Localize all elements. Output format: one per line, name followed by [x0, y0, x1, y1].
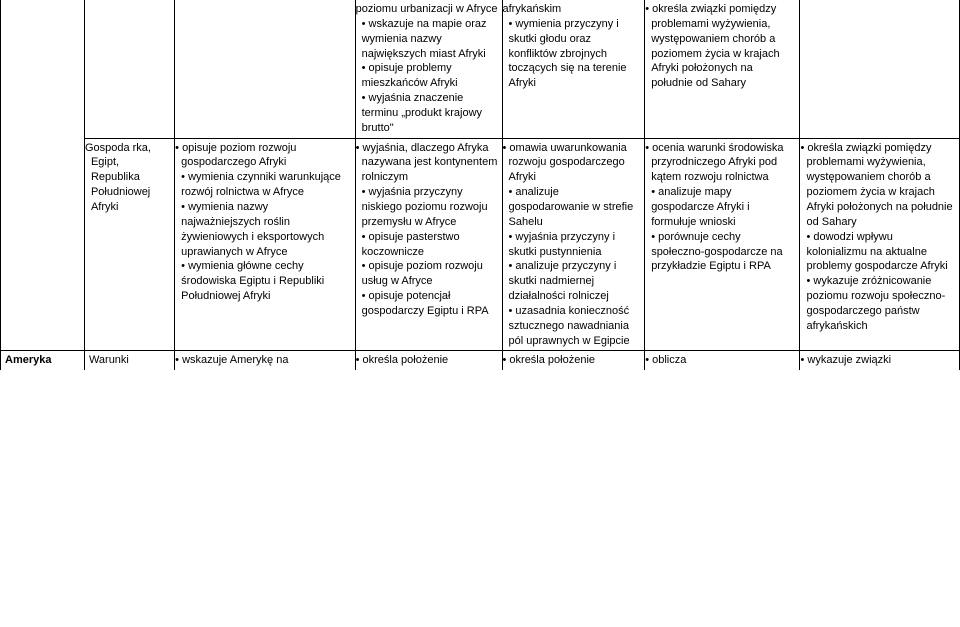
- cell-r3c1: Ameryka: [1, 351, 85, 370]
- cell-r2c3: • opisuje poziom rozwoju gospodarczego A…: [175, 138, 355, 351]
- cell-r1c7: [800, 0, 960, 138]
- cell-r2c5: • omawia uwarunkowania rozwoju gospodarc…: [502, 138, 645, 351]
- cell-r2c1: [1, 138, 85, 351]
- cell-r3c3: • wskazuje Amerykę na: [175, 351, 355, 370]
- cell-r3c4: • określa położenie: [355, 351, 502, 370]
- table-row: poziomu urbanizacji w Afryce• wskazuje n…: [1, 0, 960, 138]
- cell-r3c7: • wykazuje związki: [800, 351, 960, 370]
- cell-r2c7: • określa związki pomiędzy problemami wy…: [800, 138, 960, 351]
- cell-r3c5: • określa położenie: [502, 351, 645, 370]
- section-title: Ameryka: [5, 354, 51, 366]
- cell-r1c1: [1, 0, 85, 138]
- cell-r1c2: [84, 0, 174, 138]
- table-row: Gospoda rka, Egipt, Republika Południowe…: [1, 138, 960, 351]
- table-row: Ameryka Warunki • wskazuje Amerykę na • …: [1, 351, 960, 370]
- cell-r2c4: • wyjaśnia, dlaczego Afryka nazywana jes…: [355, 138, 502, 351]
- cell-r1c6: • określa związki pomiędzy problemami wy…: [645, 0, 800, 138]
- cell-r1c3: [175, 0, 355, 138]
- cell-r2c2: Gospoda rka, Egipt, Republika Południowe…: [84, 138, 174, 351]
- cell-r3c6: • oblicza: [645, 351, 800, 370]
- cell-r3c2: Warunki: [84, 351, 174, 370]
- cell-r2c6: • ocenia warunki środowiska przyrodnicze…: [645, 138, 800, 351]
- cell-r1c4: poziomu urbanizacji w Afryce• wskazuje n…: [355, 0, 502, 138]
- curriculum-table: poziomu urbanizacji w Afryce• wskazuje n…: [0, 0, 960, 370]
- cell-r1c5: afrykańskim• wymienia przyczyny i skutki…: [502, 0, 645, 138]
